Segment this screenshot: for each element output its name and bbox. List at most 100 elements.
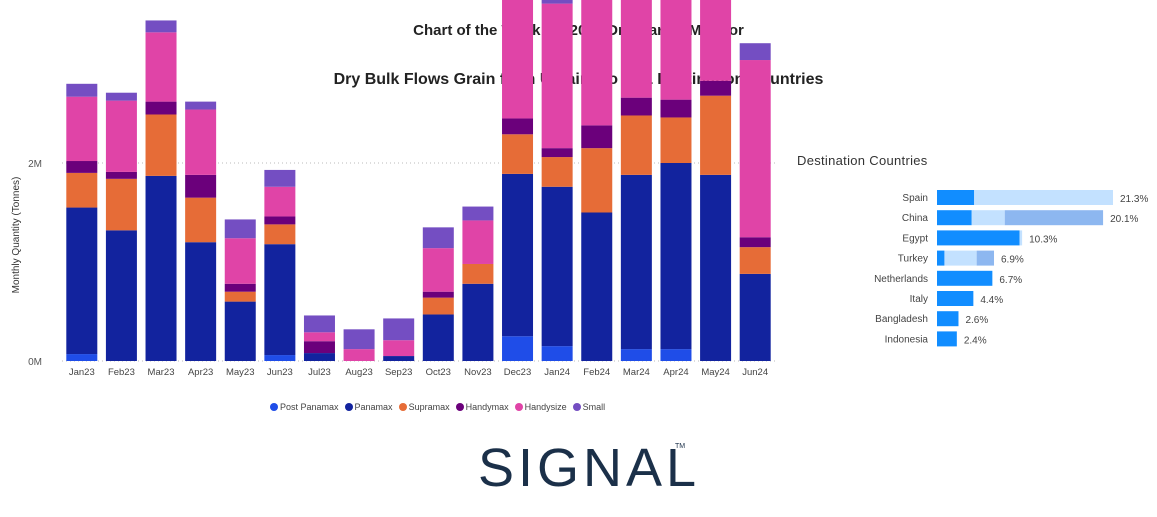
bar-segment (224, 283, 256, 292)
destination-bar-segment (937, 230, 1020, 246)
bar-segment (660, 117, 692, 163)
destination-bar-segment (937, 331, 957, 347)
destination-label: Egypt (902, 233, 928, 244)
bar-segment (422, 297, 454, 315)
bar-segment (185, 174, 217, 198)
bar-segment (185, 101, 217, 110)
bar-segment (383, 318, 415, 341)
bar-segment (660, 163, 692, 350)
bar-segment (739, 60, 771, 238)
x-tick-label: Aug23 (345, 367, 372, 378)
destination-label: Italy (910, 294, 928, 305)
bar-segment (462, 263, 494, 284)
bar-segment (66, 354, 98, 361)
bar-segment (224, 291, 256, 302)
bar-segment (422, 227, 454, 249)
bar-segment (145, 32, 177, 102)
bar-segment (739, 43, 771, 61)
bar-segment (739, 247, 771, 274)
x-tick-label: May24 (701, 367, 730, 378)
bar-segment (541, 3, 573, 149)
bar-segment (303, 341, 335, 354)
bar-segment (502, 118, 534, 135)
destination-bar-segment (937, 250, 945, 266)
x-tick-label: Jul23 (308, 367, 331, 378)
bar-segment (422, 291, 454, 298)
signal-logo: SIGNAL TM (478, 438, 696, 496)
x-tick-label: Jun24 (742, 367, 768, 378)
destination-label: China (902, 213, 929, 224)
destination-value-label: 20.1% (1110, 214, 1138, 225)
destination-bar-segment (971, 210, 1005, 226)
destination-value-label: 21.3% (1120, 194, 1148, 205)
destination-chart-title: Destination Countries (797, 153, 928, 168)
bar-segment (700, 174, 732, 361)
x-tick-label: Mar23 (148, 367, 175, 378)
legend-label: Supramax (408, 402, 450, 412)
y-axis-label: Monthly Quantity (Tonnes) (11, 177, 22, 294)
destination-bar-segment (937, 291, 974, 306)
destination-value-label: 10.3% (1029, 234, 1057, 245)
bar-segment (185, 242, 217, 361)
bar-segment (66, 161, 98, 173)
destination-bar-segment (944, 250, 977, 266)
x-tick-label: Mar24 (623, 367, 650, 378)
bar-segment (581, 212, 613, 361)
legend-item: Handysize (514, 402, 567, 412)
bar-segment (739, 273, 771, 361)
bar-segment (620, 0, 652, 98)
destination-bar-segment (1019, 230, 1023, 246)
destination-bar-segment (937, 270, 993, 286)
bar-segment (541, 0, 573, 4)
bar-segment (264, 169, 296, 187)
bar-segment (422, 314, 454, 361)
legend-swatch (344, 403, 353, 411)
legend-label: Panamax (354, 402, 393, 412)
bar-segment (541, 157, 573, 187)
legend-swatch (514, 403, 523, 411)
bar-segment (660, 0, 692, 100)
x-tick-label: Apr24 (663, 367, 688, 378)
bar-segment (145, 175, 177, 361)
legend-swatch (270, 403, 278, 411)
bar-segment (700, 80, 732, 96)
bar-segment (224, 301, 256, 361)
bar-segment (66, 207, 98, 355)
x-tick-label: Dec23 (504, 367, 531, 378)
destination-bar-segment (937, 311, 959, 327)
x-tick-label: Jan23 (69, 367, 95, 378)
x-tick-label: Feb24 (583, 367, 610, 378)
bar-segment (660, 349, 692, 361)
legend-label: Handysize (524, 402, 567, 412)
bar-segment (264, 224, 296, 245)
destination-bar-segment (974, 190, 1113, 205)
destination-value-label: 6.7% (999, 275, 1022, 286)
x-tick-label: Apr23 (188, 367, 213, 378)
bar-segment (224, 238, 256, 284)
legend-label: Handymax (465, 402, 509, 412)
bar-segment (581, 0, 613, 126)
bar-segment (185, 109, 217, 175)
chart-legend: Post Panamax Panamax Supramax Handymax Handy… (270, 402, 611, 412)
x-tick-label: Oct23 (426, 367, 451, 378)
bar-segment (502, 336, 534, 361)
bar-segment (541, 148, 573, 158)
destination-label: Indonesia (885, 334, 929, 345)
signal-logo-tm: TM (675, 443, 685, 450)
bar-segment (303, 315, 335, 333)
bar-segment (105, 92, 137, 101)
bar-segment (660, 99, 692, 118)
legend-item: Handymax (455, 402, 509, 412)
legend-swatch (572, 403, 581, 411)
bar-segment (700, 95, 732, 175)
bar-segment (462, 283, 494, 361)
bar-segment (700, 0, 732, 81)
legend-swatch (455, 403, 464, 411)
destination-bar-segment (937, 190, 975, 205)
bar-segment (343, 329, 375, 350)
bar-segment (303, 353, 335, 361)
bar-segment (383, 340, 415, 357)
legend-item: Post Panamax (270, 402, 339, 412)
x-tick-label: Feb23 (108, 367, 135, 378)
